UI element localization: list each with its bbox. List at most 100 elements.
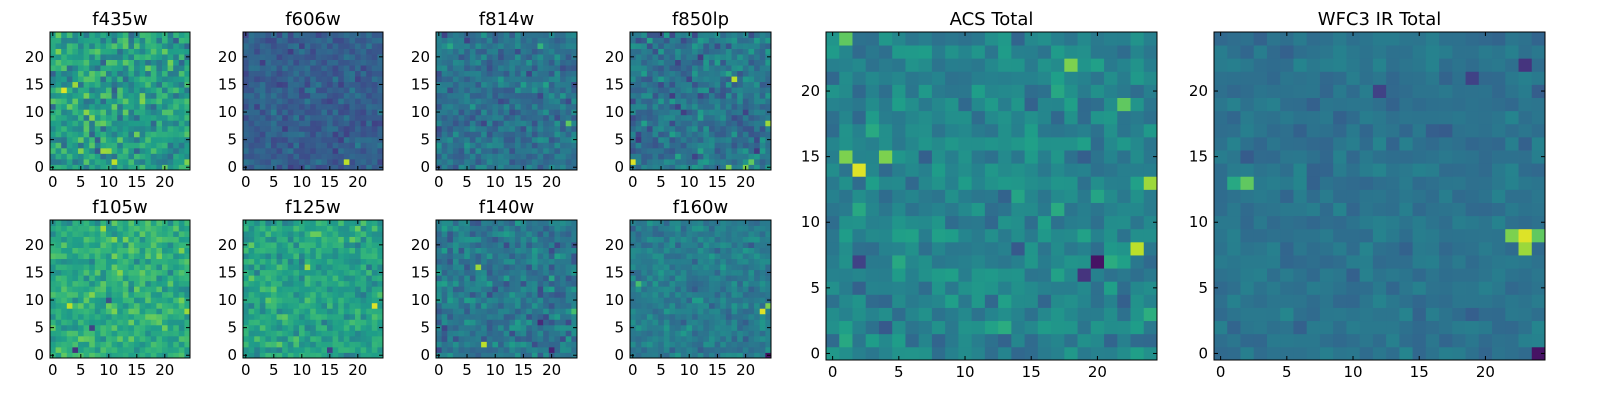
heatmap-cell [50,114,56,121]
heatmap-cell [725,65,732,72]
heatmap-cell [162,297,168,304]
y-tick-label: 20 [411,48,430,66]
heatmap-cell [486,352,493,359]
heatmap-cell [754,280,761,287]
y-tick-label: 10 [25,103,44,121]
heatmap-cell [481,142,488,149]
heatmap-cell [503,125,510,132]
heatmap-cell [248,324,255,331]
heatmap-cell [475,352,482,359]
heatmap-cell [658,158,665,165]
heatmap-cell [725,54,732,60]
heatmap-cell [265,231,272,237]
x-tick-label: 10 [292,361,311,379]
heatmap-cell [360,313,367,320]
heatmap-cell [293,324,300,331]
heatmap-cell [503,341,510,348]
heatmap-cell [652,92,659,99]
heatmap-cell [509,98,516,105]
heatmap-cell [481,87,488,94]
heatmap-cell [332,341,339,348]
heatmap-cell [100,142,107,149]
heatmap-cell [452,158,459,165]
heatmap-cell [276,269,283,276]
heatmap-cell [162,109,168,116]
heatmap-cell [509,147,516,154]
heatmap-cell [514,319,521,326]
heatmap-cell [173,236,180,243]
heatmap-cell [503,297,510,304]
heatmap-cell [436,87,443,94]
heatmap-cell [759,346,766,353]
heatmap-cell [173,253,180,260]
heatmap-cell [469,280,476,287]
heatmap-cell [150,231,157,237]
heatmap-cell [338,297,345,304]
heatmap-cell [304,308,311,315]
heatmap-cell [321,59,328,66]
heatmap-cell [635,352,642,359]
heatmap-cell [675,352,682,359]
heatmap-cell [66,258,73,265]
heatmap-cell [282,65,289,72]
heatmap-cell [360,92,367,99]
heatmap-cell [162,324,168,331]
heatmap-cell [61,302,68,309]
heatmap-cell [658,54,665,60]
heatmap-cell [560,32,567,38]
heatmap-cell [554,70,561,77]
heatmap-cell [139,109,146,116]
heatmap-cell [321,264,328,271]
heatmap-cell [458,131,465,138]
heatmap-cell [663,65,670,72]
heatmap-cell [565,247,572,254]
heatmap-cell [156,220,163,226]
heatmap-cell [708,43,715,49]
heatmap-cell [178,225,185,232]
heatmap-cell [117,76,124,83]
heatmap-cell [265,313,272,320]
heatmap-cell [708,324,715,331]
heatmap-cell [248,92,255,99]
y-tick-label: 0 [227,158,237,176]
heatmap-cell [117,341,124,348]
heatmap-cell [554,158,561,165]
heatmap-cell [139,76,146,83]
heatmap-cell [134,275,140,282]
heatmap-cell [526,324,533,331]
heatmap-cell [315,142,322,149]
heatmap-cell [663,330,670,337]
heatmap-cell [366,291,373,298]
heatmap-cell [184,98,191,105]
heatmap-cell [78,335,84,342]
heatmap-cell [173,142,180,149]
heatmap-cell [725,335,732,342]
heatmap-cell [725,120,732,127]
heatmap-cell [514,335,521,342]
heatmap-cell [737,98,744,105]
heatmap-cell [83,264,90,271]
heatmap-cell [503,131,510,138]
heatmap-cell [248,87,255,94]
heatmap-cell [697,54,704,60]
heatmap-cell [692,136,699,143]
heatmap-cell [338,253,345,260]
heatmap-cell [310,313,317,320]
heatmap-cell [703,32,710,38]
heatmap-cell [259,142,266,149]
heatmap-cell [254,87,261,94]
heatmap-cell [94,253,101,260]
heatmap-cell [652,280,659,287]
heatmap-cell [66,308,73,315]
heatmap-cell [464,136,471,143]
heatmap-cell [531,308,538,315]
heatmap-cell [89,109,96,116]
heatmap-cell [675,48,682,55]
heatmap-cell [310,158,317,165]
heatmap-cell [646,346,653,353]
heatmap-cell [447,286,454,293]
heatmap-cell [315,286,322,293]
x-tick-label: 15 [514,361,533,379]
heatmap-cell [641,76,648,83]
heatmap-cell [178,125,185,132]
